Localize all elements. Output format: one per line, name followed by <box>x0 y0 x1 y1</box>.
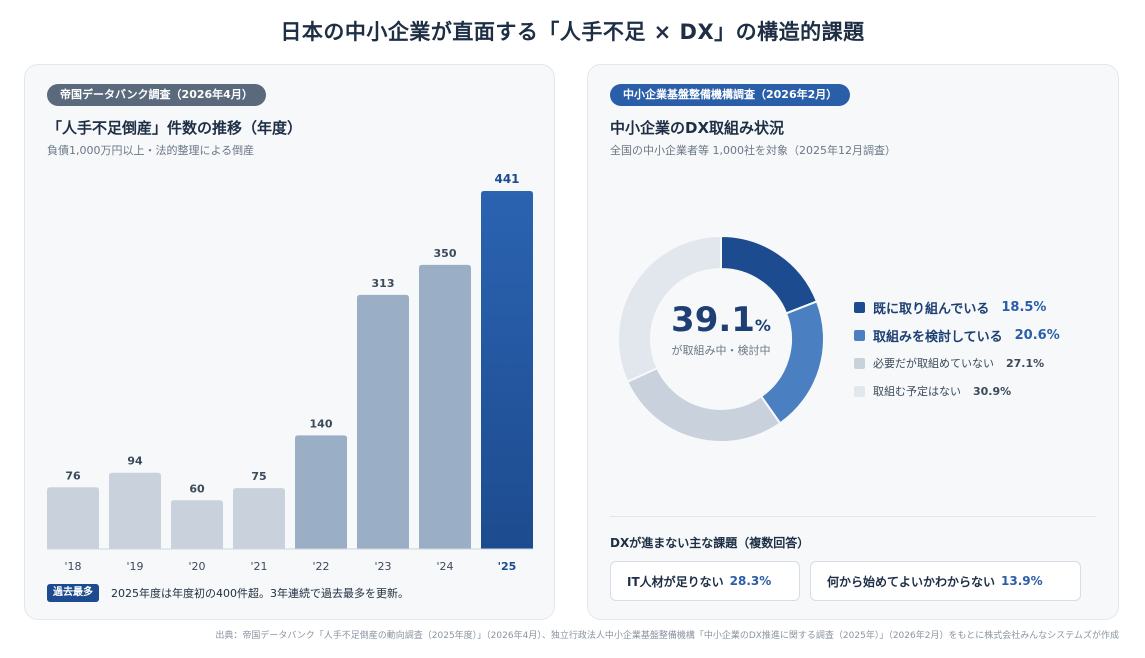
legend-value: 20.6% <box>1014 327 1060 343</box>
donut-slice <box>617 234 722 384</box>
bar-value-label: 313 <box>372 277 395 290</box>
x-tick-label: '24 <box>436 560 453 573</box>
bar <box>419 264 471 549</box>
legend-item: 取組む予定はない 30.9% <box>854 377 1114 405</box>
legend-item: 既に取り組んでいる 18.5% <box>854 293 1114 321</box>
issue-value: 13.9% <box>1001 574 1043 588</box>
bar <box>109 472 161 549</box>
dx-panel: 中小企業基盤整備機構調査（2026年2月） 中小企業のDX取組み状況 全国の中小… <box>587 64 1119 620</box>
x-tick-label: '22 <box>312 560 329 573</box>
x-tick-label: '20 <box>188 560 205 573</box>
issue-card: 何から始めてよいかわからない 13.9% <box>810 561 1081 601</box>
bar-value-label: 350 <box>434 247 457 260</box>
legend-item: 取組みを検討している 20.6% <box>854 321 1114 349</box>
survey-badge: 中小企業基盤整備機構調査（2026年2月） <box>610 84 851 106</box>
record-note: 2025年度は年度初の400件超。3年連続で過去最多を更新。 <box>111 587 409 600</box>
bar <box>357 294 409 549</box>
bar-chart-title: 「人手不足倒産」件数の推移（年度） <box>47 119 303 137</box>
donut-chart: 39.1% が取組み中・検討中 <box>617 234 825 443</box>
x-tick-label: '18 <box>64 560 81 573</box>
divider <box>610 516 1096 517</box>
issue-value: 28.3% <box>729 574 772 588</box>
page-title: 日本の中小企業が直面する「人手不足 × DX」の構造的課題 <box>280 20 865 44</box>
legend-item: 必要だが取組めていない 27.1% <box>854 349 1114 377</box>
legend-label: 必要だが取組めていない <box>873 357 994 370</box>
bar-chart-subtitle: 負債1,000万円以上・法的整理による倒産 <box>47 144 255 157</box>
legend-value: 30.9% <box>973 384 1012 398</box>
legend-swatch <box>854 357 865 369</box>
bar-value-label: 94 <box>127 455 143 468</box>
legend-value: 27.1% <box>1006 356 1045 370</box>
issues-title: DXが進まない主な課題（複数回答） <box>610 536 810 550</box>
donut-chart-subtitle: 全国の中小企業者等 1,000社を対象（2025年12月調査） <box>610 144 896 157</box>
issue-card: IT人材が足りない 28.3% <box>610 561 800 601</box>
x-tick-label: '23 <box>374 560 391 573</box>
issue-label: 何から始めてよいかわからない <box>827 574 996 589</box>
bar-value-label: 441 <box>494 172 519 186</box>
bar <box>47 487 99 549</box>
legend-value: 18.5% <box>1001 299 1047 315</box>
bar <box>295 435 347 549</box>
bar <box>233 488 285 549</box>
record-badge: 過去最多 <box>47 584 99 602</box>
x-tick-label: '19 <box>126 560 143 573</box>
x-tick-label: '21 <box>250 560 267 573</box>
donut-chart-title: 中小企業のDX取組み状況 <box>610 119 785 137</box>
bar <box>481 191 533 549</box>
issue-label: IT人材が足りない <box>627 574 724 589</box>
donut-center-label: が取組み中・検討中 <box>672 343 771 357</box>
legend-swatch <box>854 329 865 341</box>
bar-value-label: 75 <box>251 470 266 483</box>
bar-value-label: 60 <box>189 482 205 495</box>
bankruptcy-panel: 帝国データバンク調査（2026年4月） 「人手不足倒産」件数の推移（年度） 負債… <box>24 64 555 620</box>
bar-value-label: 140 <box>310 417 333 430</box>
survey-badge: 帝国データバンク調査（2026年4月） <box>47 84 266 106</box>
legend-label: 取組みを検討している <box>873 329 1003 345</box>
legend-label: 取組む予定はない <box>873 385 961 398</box>
donut-slice <box>625 366 782 443</box>
x-tick-label: '25 <box>498 560 517 573</box>
donut-center-value: 39.1% <box>671 300 771 340</box>
legend-swatch <box>854 385 865 397</box>
legend-label: 既に取り組んでいる <box>873 301 990 317</box>
donut-legend: 既に取り組んでいる 18.5% 取組みを検討している 20.6% 必要だが取組めていない… <box>854 293 1114 405</box>
source-note: 出典：帝国データバンク「人手不足倒産の動向調査（2025年度）」（2026年4月… <box>215 631 1119 641</box>
bar-value-label: 76 <box>65 469 81 482</box>
bar <box>171 500 223 549</box>
bar-chart: 76 '18 94 '19 60 '20 75 '21 140 '22 313 '23 350 '24 44… <box>47 172 533 573</box>
legend-swatch <box>854 301 865 313</box>
